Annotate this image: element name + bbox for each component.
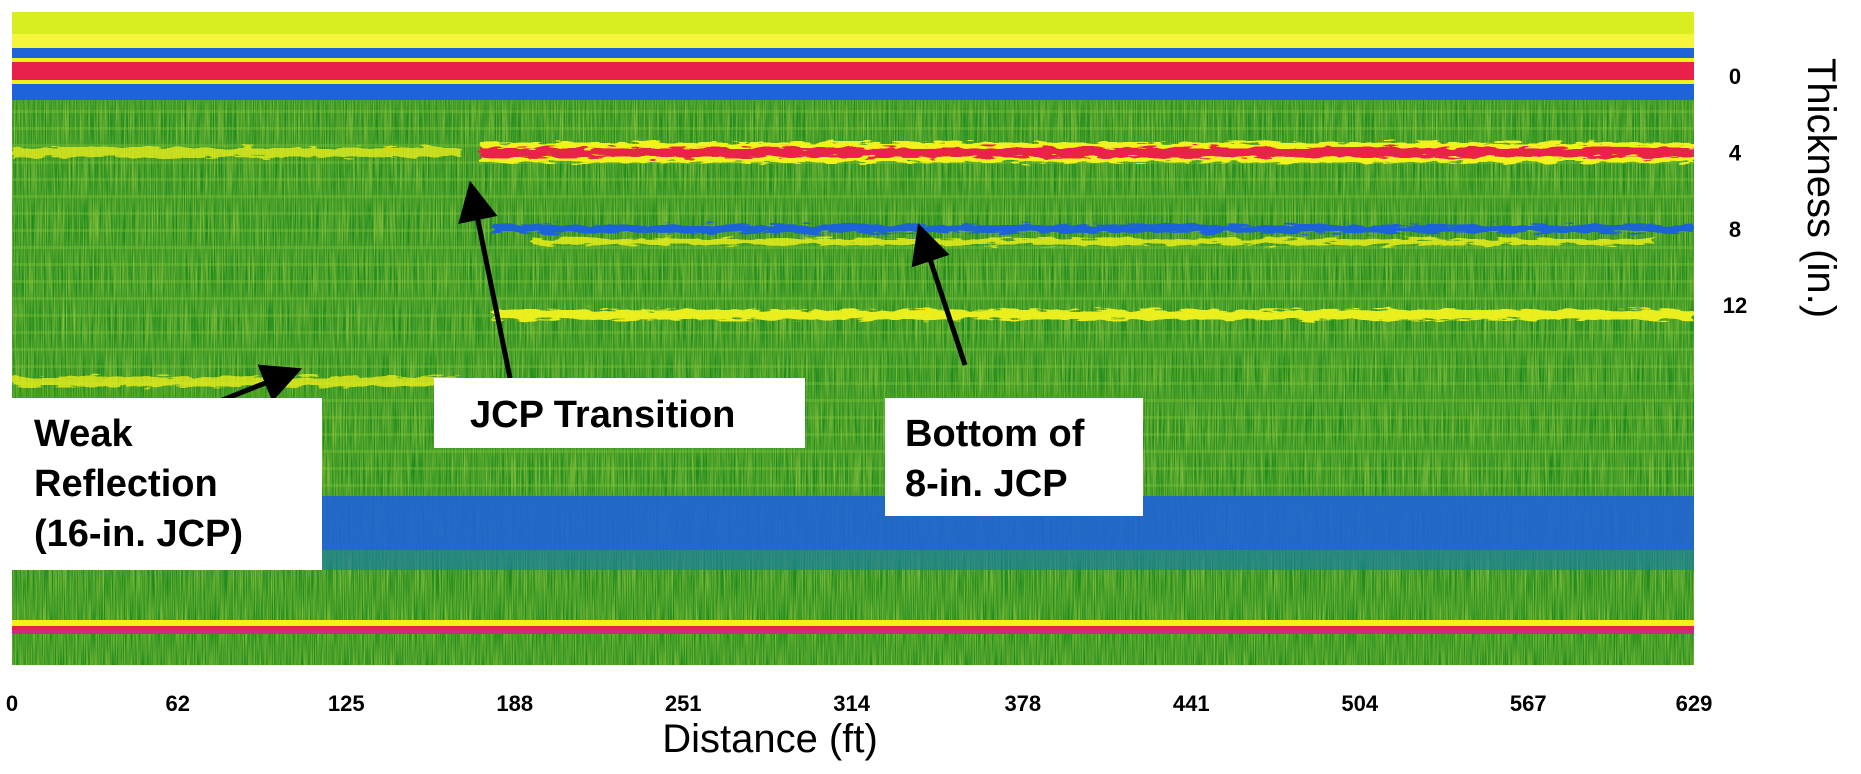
jcp-transition-label: JCP Transition [470, 394, 736, 436]
x-tick-label: 441 [1173, 691, 1210, 716]
faint-stripe [12, 416, 1694, 419]
reflector-secondary [533, 238, 1654, 245]
x-tick-label: 629 [1676, 691, 1713, 716]
deep-zone-fade [12, 550, 1694, 570]
bottom-of-jcp-callout [885, 398, 1143, 516]
reflector-8-in-jcp-bottom [493, 224, 1694, 233]
faint-stripe [12, 178, 1694, 181]
faint-stripe [12, 161, 1694, 164]
faint-stripe [12, 263, 1694, 266]
faint-stripe [12, 331, 1694, 334]
arrow-transition [458, 180, 513, 379]
x-tick-label: 188 [496, 691, 533, 716]
surface-reflection-red [12, 62, 1694, 80]
top-band-lightyellow [12, 34, 1694, 48]
reflector-subbase [493, 309, 1694, 320]
bottom-of-jcp-label: Bottom of 8-in. JCP [905, 413, 1085, 505]
faint-stripe [12, 110, 1694, 113]
faint-stripe [12, 399, 1694, 402]
faint-stripe [12, 467, 1694, 470]
x-tick-label: 378 [1004, 691, 1041, 716]
top-band-blue-1 [12, 48, 1694, 58]
x-tick-label: 251 [665, 691, 702, 716]
faint-stripe [12, 127, 1694, 130]
bottom-artifact-magenta [12, 630, 1694, 634]
faint-stripe [12, 212, 1694, 215]
faint-stripe [12, 433, 1694, 436]
reflector-16-in-jcp-weak-top [12, 147, 462, 158]
x-tick-label: 62 [166, 691, 190, 716]
faint-stripe [12, 195, 1694, 198]
x-tick-label: 125 [328, 691, 365, 716]
faint-stripe [12, 484, 1694, 487]
y-tick-labels: 0 4 8 12 [1723, 64, 1747, 318]
x-tick-label: 567 [1510, 691, 1547, 716]
reflector-16-in-jcp-weak-bottom [12, 376, 467, 387]
faint-stripe [12, 348, 1694, 351]
top-band-yellow-2 [12, 58, 1694, 62]
y-tick-label: 8 [1729, 217, 1741, 242]
faint-stripe [12, 450, 1694, 453]
reflector-8-in-jcp-top [479, 147, 1694, 158]
bottom-artifact-red [12, 626, 1694, 630]
reflector-layer [12, 142, 1694, 387]
faint-stripe [12, 280, 1694, 283]
y-tick-label: 0 [1729, 64, 1741, 89]
y-tick-label: 4 [1729, 140, 1742, 165]
faint-stripe [12, 382, 1694, 385]
weak-reflection-callout [12, 398, 322, 570]
faint-stripe [12, 365, 1694, 368]
top-band-yellow-3 [12, 80, 1694, 84]
x-tick-label: 504 [1341, 691, 1378, 716]
top-band-yellow [12, 12, 1694, 34]
y-tick-label: 12 [1723, 293, 1747, 318]
x-tick-labels: 0 62 125 188 251 314 378 441 504 567 629 [6, 691, 1712, 716]
top-band-blue-2 [12, 84, 1694, 100]
weak-reflection-label: Weak Reflection (16-in. JCP) [34, 413, 244, 555]
x-tick-label: 314 [833, 691, 870, 716]
arrow-bottom [911, 223, 968, 366]
x-axis-title: Distance (ft) [662, 717, 878, 761]
x-tick-label: 0 [6, 691, 18, 716]
faint-stripe [12, 297, 1694, 300]
faint-stripe [12, 246, 1694, 249]
bottom-artifact-yellow [12, 620, 1694, 626]
jcp-transition-callout [434, 378, 805, 448]
y-axis-title: Thickness (in.) [1799, 58, 1843, 318]
